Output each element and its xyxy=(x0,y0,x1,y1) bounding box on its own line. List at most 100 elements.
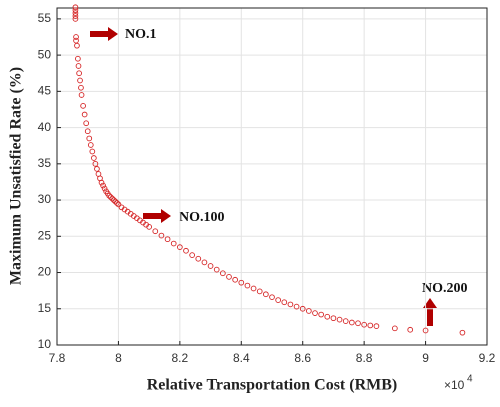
point xyxy=(72,4,79,11)
point xyxy=(72,13,79,19)
point xyxy=(72,16,79,22)
point xyxy=(78,92,85,98)
point xyxy=(299,305,306,312)
y-tick-label: 45 xyxy=(38,84,52,98)
point xyxy=(107,194,114,201)
point xyxy=(86,135,93,142)
y-tick-label: 50 xyxy=(38,47,52,61)
point xyxy=(306,308,312,314)
point xyxy=(407,326,414,333)
point xyxy=(207,263,214,269)
point xyxy=(189,252,195,258)
y-tick-label: 15 xyxy=(38,301,52,315)
x-tick-label: 7.8 xyxy=(49,351,66,365)
point xyxy=(336,316,343,323)
point xyxy=(312,310,318,316)
point xyxy=(275,297,281,303)
point xyxy=(226,274,232,280)
point xyxy=(78,84,84,91)
point xyxy=(109,195,116,202)
x-axis-label: Relative Transportation Cost (RMB) xyxy=(147,377,398,394)
point xyxy=(238,279,245,286)
point xyxy=(318,311,324,318)
point xyxy=(110,197,117,203)
x-tick-label: 9.2 xyxy=(479,351,496,365)
y-axis-label: Maximum Unsatisfied Rate (%) xyxy=(8,67,25,285)
point xyxy=(112,198,119,205)
y-tick-label: 20 xyxy=(38,265,52,279)
point xyxy=(83,120,90,127)
point xyxy=(100,182,106,189)
x-tick-label: 8 xyxy=(115,351,122,365)
point xyxy=(72,7,79,14)
x-multiplier: ×10 xyxy=(444,378,465,392)
point xyxy=(232,276,238,283)
arrows xyxy=(90,27,437,326)
annotation: NO.100 xyxy=(179,210,225,225)
y-tick-label: 25 xyxy=(38,228,52,242)
point xyxy=(269,294,275,301)
point xyxy=(106,192,113,199)
point xyxy=(373,323,380,330)
arrow xyxy=(90,27,118,41)
point xyxy=(170,240,177,247)
y-tick-label: 30 xyxy=(38,192,52,206)
x-multiplier-power: 4 xyxy=(467,374,473,385)
point xyxy=(73,37,79,44)
point xyxy=(74,42,80,49)
point xyxy=(293,303,300,310)
point xyxy=(73,34,79,40)
point xyxy=(87,142,94,148)
point xyxy=(114,200,120,206)
point xyxy=(91,155,97,161)
point xyxy=(94,166,100,172)
y-tick-label: 10 xyxy=(38,337,52,351)
point xyxy=(84,128,91,135)
point xyxy=(76,70,82,77)
x-tick-label: 8.2 xyxy=(172,351,189,365)
arrow xyxy=(423,298,437,326)
arrow xyxy=(143,209,171,223)
point xyxy=(459,329,466,336)
point xyxy=(152,228,159,235)
point xyxy=(75,55,81,62)
point xyxy=(342,318,349,324)
y-tick-label: 40 xyxy=(38,120,52,134)
point xyxy=(220,270,226,277)
point xyxy=(158,232,165,239)
point xyxy=(349,319,355,326)
point xyxy=(89,148,96,155)
annotation: NO.200 xyxy=(422,281,468,296)
point xyxy=(146,224,152,230)
point xyxy=(361,321,367,328)
point xyxy=(201,259,208,266)
point xyxy=(98,179,105,186)
y-tick-label: 35 xyxy=(38,156,52,170)
point xyxy=(324,313,331,320)
point xyxy=(355,320,361,327)
point xyxy=(195,255,202,262)
point xyxy=(256,288,263,295)
point xyxy=(367,322,374,329)
annotation: NO.1 xyxy=(125,27,157,42)
point xyxy=(183,247,189,254)
point xyxy=(101,185,108,192)
point xyxy=(81,111,88,118)
point xyxy=(250,285,257,292)
x-tick-label: 8.6 xyxy=(294,351,311,365)
point xyxy=(392,325,398,332)
x-tick-label: 8.8 xyxy=(356,351,373,365)
point xyxy=(281,299,288,306)
point xyxy=(422,327,429,334)
y-tick-label: 55 xyxy=(38,11,52,25)
point xyxy=(213,266,220,273)
point xyxy=(92,160,99,167)
point xyxy=(164,236,171,243)
x-tick-label: 9 xyxy=(422,351,429,365)
plot-frame xyxy=(56,7,488,346)
point xyxy=(177,244,183,251)
point xyxy=(80,102,86,109)
point xyxy=(330,315,337,322)
point xyxy=(287,301,294,308)
